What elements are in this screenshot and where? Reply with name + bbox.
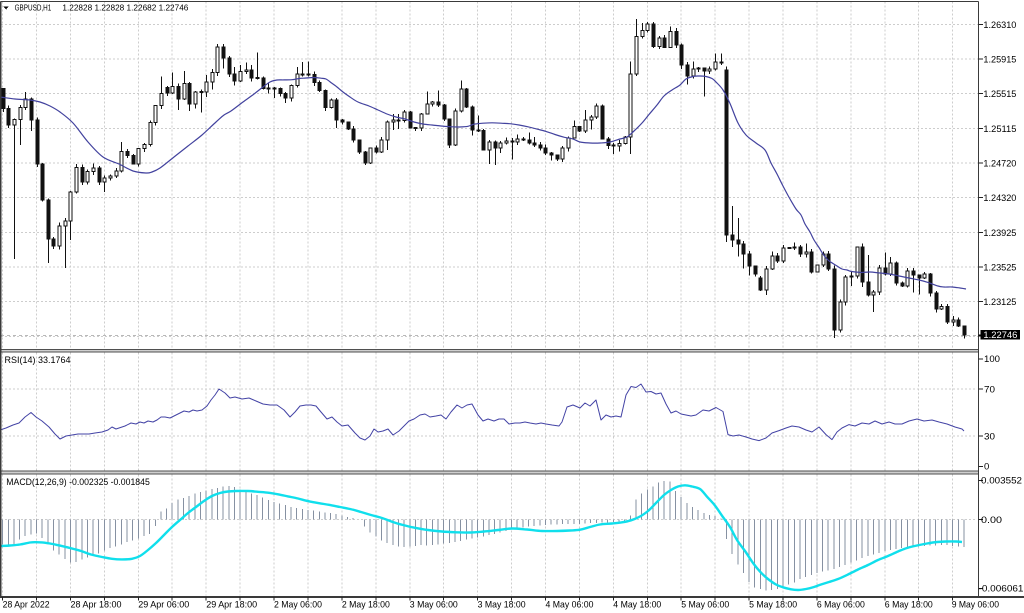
svg-text:GBPUSD,H1: GBPUSD,H1 — [15, 3, 52, 12]
svg-text:5 May 18:00: 5 May 18:00 — [749, 599, 797, 610]
svg-text:1.23125: 1.23125 — [983, 297, 1016, 308]
svg-text:30: 30 — [984, 432, 995, 443]
svg-text:0: 0 — [984, 462, 989, 473]
svg-text:0.00: 0.00 — [981, 515, 1002, 526]
svg-text:28 Apr 2022: 28 Apr 2022 — [3, 599, 50, 610]
svg-text:5 May 06:00: 5 May 06:00 — [681, 599, 729, 610]
svg-text:1.24720: 1.24720 — [983, 159, 1016, 170]
svg-text:6 May 18:00: 6 May 18:00 — [885, 599, 933, 610]
svg-text:0.003552: 0.003552 — [981, 476, 1022, 487]
svg-text:29 Apr 18:00: 29 Apr 18:00 — [206, 599, 257, 610]
svg-text:2 May 06:00: 2 May 06:00 — [274, 599, 322, 610]
svg-text:28 Apr 18:00: 28 Apr 18:00 — [71, 599, 122, 610]
svg-text:3 May 18:00: 3 May 18:00 — [478, 599, 526, 610]
svg-text:1.22746: 1.22746 — [983, 330, 1017, 341]
svg-text:70: 70 — [984, 385, 995, 396]
svg-text:MACD(12,26,9) -0.002325 -0.001: MACD(12,26,9) -0.002325 -0.001845 — [6, 477, 150, 487]
svg-text:100: 100 — [984, 354, 1000, 365]
svg-text:1.25915: 1.25915 — [983, 55, 1016, 66]
svg-text:6 May 06:00: 6 May 06:00 — [817, 599, 865, 610]
svg-text:3 May 06:00: 3 May 06:00 — [410, 599, 458, 610]
svg-text:9 May 06:00: 9 May 06:00 — [952, 599, 999, 610]
svg-text:29 Apr 06:00: 29 Apr 06:00 — [138, 599, 189, 610]
svg-text:1.23925: 1.23925 — [983, 228, 1016, 239]
svg-text:1.25515: 1.25515 — [983, 89, 1016, 100]
svg-text:4 May 18:00: 4 May 18:00 — [613, 599, 661, 610]
svg-text:1.23525: 1.23525 — [983, 263, 1016, 274]
svg-text:2 May 18:00: 2 May 18:00 — [342, 599, 390, 610]
svg-text:1.24320: 1.24320 — [983, 193, 1016, 204]
svg-text:-0.006061: -0.006061 — [979, 584, 1024, 595]
svg-text:RSI(14) 33.1764: RSI(14) 33.1764 — [5, 355, 71, 365]
svg-text:4 May 06:00: 4 May 06:00 — [546, 599, 594, 610]
svg-text:1.26310: 1.26310 — [983, 20, 1016, 31]
svg-text:1.22828 1.22828 1.22682 1.2274: 1.22828 1.22828 1.22682 1.22746 — [62, 3, 189, 12]
svg-text:1.25115: 1.25115 — [983, 124, 1016, 135]
